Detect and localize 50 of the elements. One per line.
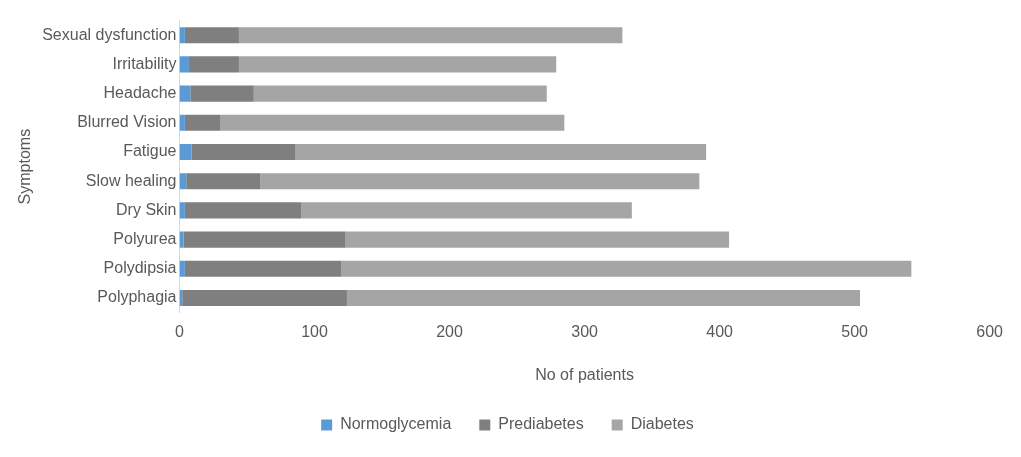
bar	[341, 260, 912, 277]
bar	[179, 260, 185, 277]
bar	[346, 289, 861, 307]
x-tick-label: 200	[436, 322, 463, 340]
y-tick-label: Blurred Vision	[77, 113, 177, 131]
bar	[220, 114, 565, 131]
bar	[188, 56, 239, 73]
y-tick-label: Fatigue	[123, 142, 177, 160]
y-tick-label: Sexual dysfunction	[42, 25, 177, 43]
bar	[184, 202, 302, 219]
x-axis-title: No of patients	[535, 365, 634, 383]
x-tick-label: 600	[976, 322, 1004, 340]
bar	[184, 260, 342, 277]
bar	[179, 231, 184, 248]
bar	[345, 231, 730, 248]
y-tick-label: Dry Skin	[116, 200, 177, 218]
bar	[186, 173, 261, 190]
bar	[179, 143, 192, 161]
bar	[191, 143, 296, 161]
y-tick-label: Polyphagia	[97, 288, 177, 306]
y-tick-label: Slow healing	[85, 171, 177, 189]
bar	[301, 202, 632, 219]
bar	[182, 289, 347, 307]
bar	[184, 27, 239, 44]
x-tick-label: 500	[841, 322, 869, 340]
bar	[238, 56, 557, 73]
bar	[179, 27, 185, 44]
legend-label: Prediabetes	[498, 415, 584, 433]
y-tick-label: Polyurea	[113, 230, 177, 248]
y-axis-title: Symptoms	[16, 128, 34, 205]
bar	[179, 85, 191, 102]
bar	[238, 27, 623, 44]
y-tick-label: Polydipsia	[103, 259, 177, 277]
bar	[183, 231, 346, 248]
legend-label: Diabetes	[630, 415, 694, 433]
bar	[190, 85, 254, 102]
bar	[179, 56, 189, 73]
bar	[253, 85, 547, 102]
x-tick-label: 100	[301, 322, 328, 340]
bar	[179, 202, 185, 219]
bar	[295, 143, 707, 161]
legend-label: Normoglycemia	[340, 415, 452, 433]
bar	[184, 114, 221, 131]
y-tick-label: Irritability	[112, 54, 177, 72]
y-tick-label: Headache	[103, 84, 177, 102]
bar	[260, 173, 700, 190]
x-tick-label: 300	[571, 322, 599, 340]
x-tick-label: 400	[706, 322, 734, 340]
x-tick-label: 0	[175, 322, 185, 340]
bar	[179, 114, 185, 131]
